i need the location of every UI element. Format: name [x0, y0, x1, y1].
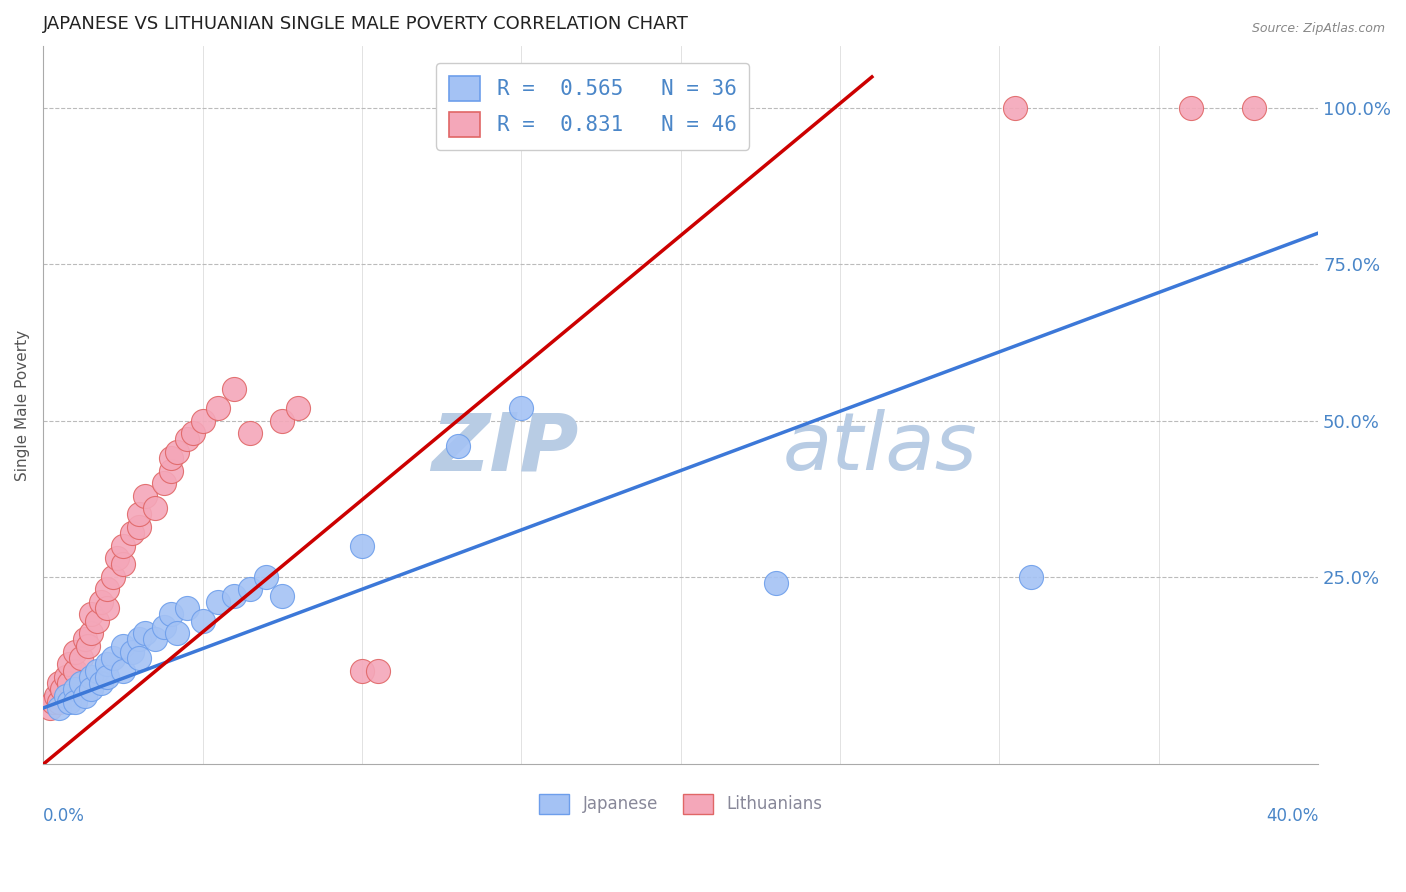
Point: [134, 626, 156, 640]
Point: [254, 570, 277, 584]
Point: [90, 595, 112, 609]
Point: [111, 639, 134, 653]
Point: [86, 664, 108, 678]
Point: [70, 676, 93, 690]
Point: [510, 401, 533, 416]
Point: [143, 632, 166, 647]
Point: [105, 551, 128, 566]
Point: [176, 433, 198, 447]
Point: [239, 582, 262, 597]
Point: [224, 589, 246, 603]
Y-axis label: Single Male Poverty: Single Male Poverty: [15, 329, 30, 481]
Point: [111, 558, 134, 572]
Point: [48, 701, 70, 715]
Point: [1180, 101, 1202, 115]
Text: ZIP: ZIP: [432, 409, 579, 487]
Point: [134, 489, 156, 503]
Point: [367, 664, 389, 678]
Point: [96, 657, 118, 672]
Point: [128, 632, 150, 647]
Point: [111, 539, 134, 553]
Text: JAPANESE VS LITHUANIAN SINGLE MALE POVERTY CORRELATION CHART: JAPANESE VS LITHUANIAN SINGLE MALE POVER…: [44, 15, 689, 33]
Point: [128, 520, 150, 534]
Point: [63, 645, 86, 659]
Point: [143, 501, 166, 516]
Text: Source: ZipAtlas.com: Source: ZipAtlas.com: [1251, 22, 1385, 36]
Text: 0.0%: 0.0%: [44, 807, 86, 825]
Point: [224, 382, 246, 396]
Point: [58, 695, 80, 709]
Point: [166, 445, 188, 459]
Point: [96, 582, 118, 597]
Point: [42, 695, 65, 709]
Point: [350, 539, 373, 553]
Point: [207, 401, 229, 416]
Point: [350, 664, 373, 678]
Point: [48, 695, 70, 709]
Point: [159, 607, 181, 622]
Point: [1243, 101, 1265, 115]
Point: [271, 414, 294, 428]
Point: [153, 476, 176, 491]
Point: [207, 595, 229, 609]
Point: [765, 576, 787, 591]
Point: [96, 601, 118, 615]
Point: [191, 414, 214, 428]
Point: [80, 626, 103, 640]
Point: [55, 670, 77, 684]
Text: 40.0%: 40.0%: [1265, 807, 1319, 825]
Point: [121, 645, 143, 659]
Point: [103, 651, 125, 665]
Point: [63, 695, 86, 709]
Point: [80, 670, 103, 684]
Legend: Japanese, Lithuanians: Japanese, Lithuanians: [533, 787, 830, 821]
Point: [90, 676, 112, 690]
Point: [166, 626, 188, 640]
Point: [1019, 570, 1042, 584]
Point: [38, 701, 60, 715]
Point: [128, 651, 150, 665]
Point: [45, 689, 67, 703]
Point: [159, 464, 181, 478]
Point: [86, 614, 108, 628]
Point: [271, 589, 294, 603]
Point: [176, 601, 198, 615]
Point: [159, 451, 181, 466]
Point: [128, 508, 150, 522]
Point: [51, 682, 73, 697]
Point: [287, 401, 309, 416]
Text: atlas: atlas: [783, 409, 977, 487]
Point: [191, 614, 214, 628]
Point: [58, 657, 80, 672]
Point: [153, 620, 176, 634]
Point: [111, 664, 134, 678]
Point: [1004, 101, 1026, 115]
Point: [181, 426, 204, 441]
Point: [63, 664, 86, 678]
Point: [96, 670, 118, 684]
Point: [446, 439, 468, 453]
Point: [80, 607, 103, 622]
Point: [70, 651, 93, 665]
Point: [73, 689, 96, 703]
Point: [76, 639, 98, 653]
Point: [63, 682, 86, 697]
Point: [80, 682, 103, 697]
Point: [73, 632, 96, 647]
Point: [103, 570, 125, 584]
Point: [239, 426, 262, 441]
Point: [58, 676, 80, 690]
Point: [55, 689, 77, 703]
Point: [48, 676, 70, 690]
Point: [121, 526, 143, 541]
